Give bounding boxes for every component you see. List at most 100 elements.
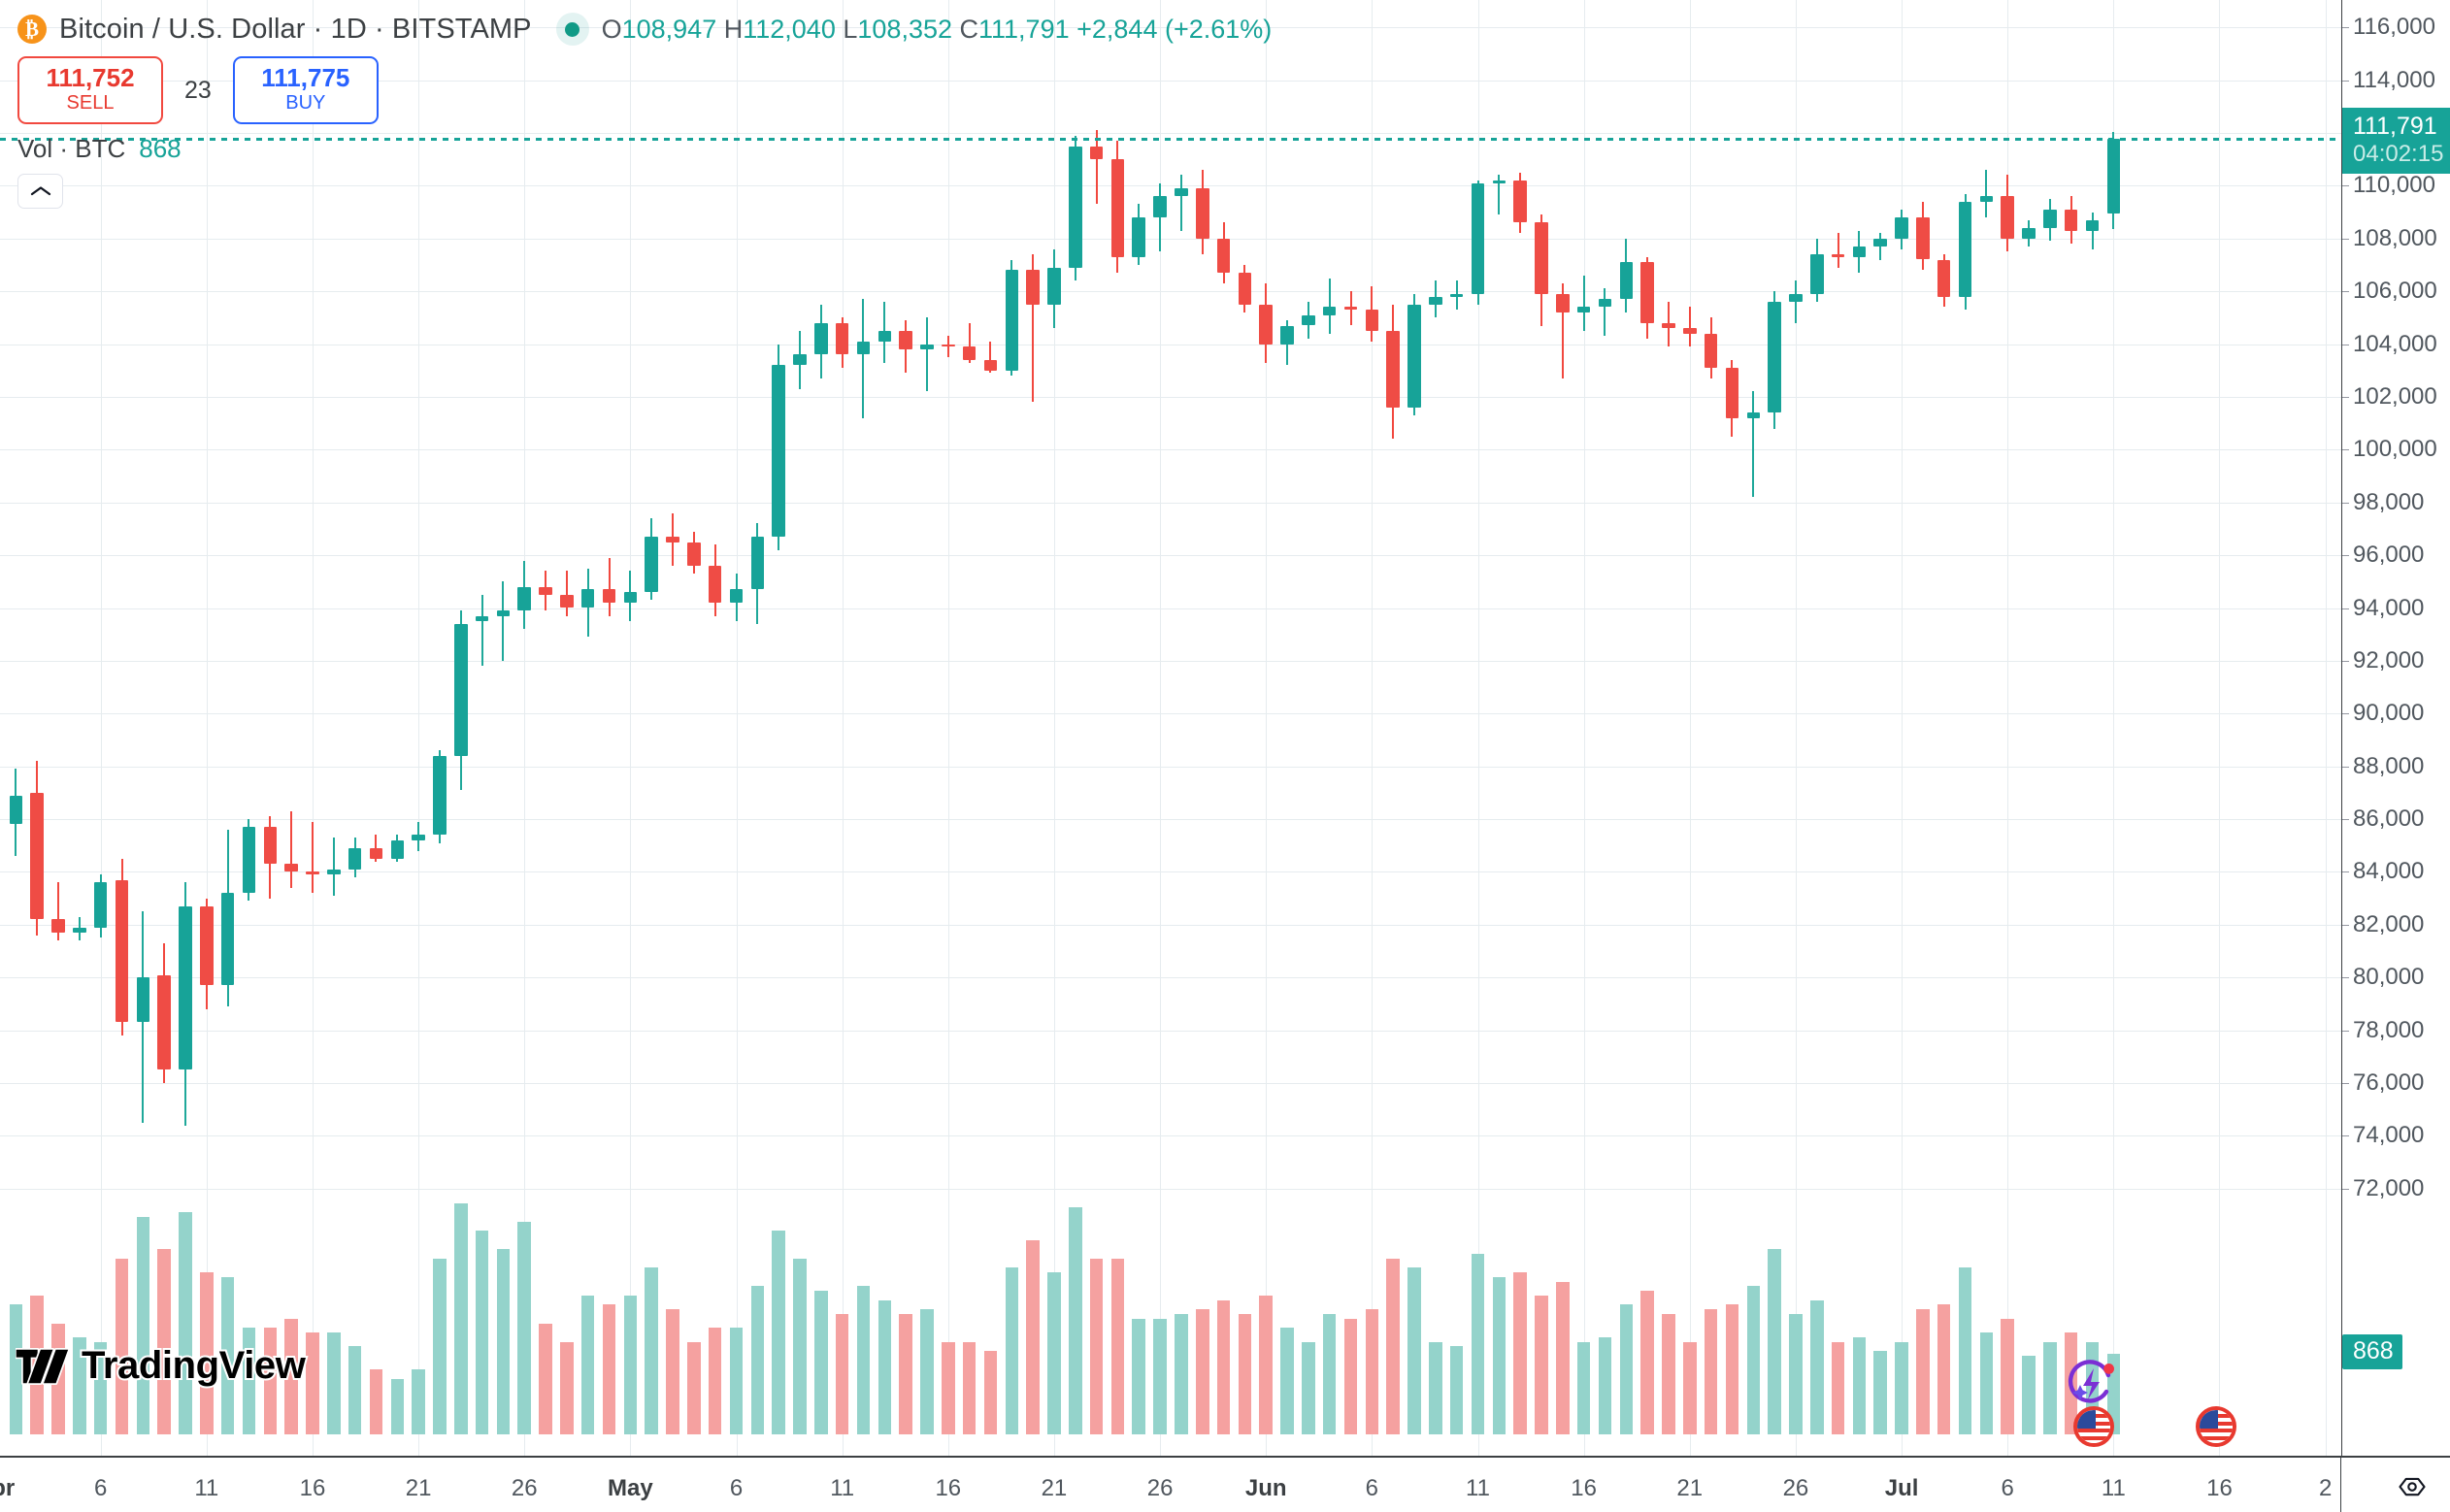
volume-bar	[1280, 1328, 1294, 1434]
volume-badge: 868	[2342, 1334, 2402, 1370]
ohlc-close-value: 111,791	[978, 14, 1070, 44]
candle	[835, 317, 849, 368]
candle	[645, 518, 658, 601]
grid-line	[0, 608, 2341, 609]
grid-line	[0, 132, 2341, 134]
candle	[369, 835, 383, 862]
candle	[1110, 141, 1125, 274]
volume-bar	[263, 1328, 278, 1434]
us-flag-event-icon[interactable]	[2073, 1406, 2114, 1447]
candle	[623, 571, 638, 622]
volume-bar	[835, 1314, 849, 1434]
candle	[30, 761, 44, 936]
volume-bar	[1259, 1295, 1273, 1434]
time-tick: 26	[511, 1475, 538, 1501]
volume-bar	[453, 1202, 468, 1434]
candle	[284, 810, 298, 888]
candle	[687, 531, 701, 575]
ohlc-close-label: C	[959, 14, 979, 44]
collapse-pane-button[interactable]	[17, 174, 63, 210]
candle	[1175, 175, 1188, 231]
candle	[1005, 259, 1019, 377]
candle	[1809, 238, 1824, 303]
grid-line	[1372, 0, 1373, 1456]
candle	[263, 816, 278, 899]
ohlc-open-label: O	[601, 14, 622, 44]
sell-button[interactable]: 111,752 SELL	[17, 56, 163, 125]
price-tick: 100,000	[2342, 436, 2437, 463]
grid-line	[207, 0, 208, 1456]
volume-bar	[369, 1369, 383, 1434]
candle	[1958, 193, 1972, 311]
volume-bar	[1916, 1309, 1930, 1434]
time-scale[interactable]: Apr 6 11 16 21 26 May 6 11 16 21 26 Jun 6 11 16 21 26 Jul 6…	[0, 1456, 2450, 1512]
volume-bar	[242, 1328, 256, 1434]
price-tick: 94,000	[2341, 594, 2425, 621]
candle	[1047, 248, 1061, 329]
candle	[942, 336, 955, 358]
symbol-header[interactable]: ₿ Bitcoin / U.S. Dollar · 1D · BITSTAMP …	[17, 10, 1272, 49]
candle	[2106, 131, 2121, 230]
volume-bar	[327, 1332, 341, 1434]
time-tick: 16	[1571, 1475, 1597, 1501]
price-scale[interactable]: 116,000114,000112,000110,000108,000106,0…	[2341, 0, 2450, 1456]
market-open-dot[interactable]	[555, 13, 589, 46]
ai-sparkle-lightning-icon[interactable]	[2066, 1359, 2116, 1409]
candle	[1386, 304, 1400, 440]
grid-line	[2326, 0, 2327, 1456]
volume-bar	[666, 1309, 679, 1434]
volume-bar	[1110, 1258, 1125, 1434]
ohlc-high-value: 112,040	[743, 14, 836, 44]
price-tick: 72,000	[2341, 1174, 2425, 1201]
grid-line	[2007, 0, 2008, 1456]
candle	[1979, 170, 1994, 217]
chart-plot-area[interactable]: TradingView	[0, 0, 2341, 1456]
candle	[327, 838, 341, 896]
candle	[2085, 212, 2100, 249]
candle	[1429, 280, 1442, 318]
ohlc-high-label: H	[723, 14, 744, 44]
volume-bar	[30, 1295, 44, 1434]
candle	[1343, 291, 1358, 326]
time-tick: Jun	[1244, 1475, 1287, 1501]
symbol-title[interactable]: Bitcoin / U.S. Dollar · 1D · BITSTAMP	[59, 13, 532, 45]
volume-legend-value: 868	[139, 134, 182, 164]
grid-line	[1796, 0, 1797, 1456]
grid-line	[524, 0, 525, 1456]
volume-bar	[179, 1212, 192, 1434]
volume-bar	[772, 1231, 785, 1434]
grid-line	[0, 185, 2341, 187]
candle	[1216, 222, 1231, 283]
volume-bar	[729, 1328, 744, 1434]
price-tick: 78,000	[2341, 1016, 2425, 1043]
volume-bar	[1471, 1254, 1485, 1434]
volume-bar	[1429, 1341, 1442, 1434]
candle	[93, 874, 108, 938]
us-flag-event-icon[interactable]	[2196, 1406, 2236, 1447]
grid-line	[0, 1083, 2341, 1085]
spread-value: 23	[184, 76, 212, 104]
volume-legend[interactable]: Vol · BTC 868	[17, 134, 1272, 164]
time-tick: 11	[2101, 1475, 2126, 1501]
grid-line	[1584, 0, 1585, 1456]
volume-bar	[1089, 1258, 1104, 1434]
candle	[433, 750, 447, 843]
volume-bar	[1153, 1318, 1167, 1434]
buy-label: BUY	[285, 92, 326, 115]
volume-bar	[1343, 1318, 1358, 1434]
volume-bar	[645, 1267, 658, 1434]
grid-line	[1690, 0, 1691, 1456]
grid-line	[313, 0, 314, 1456]
grid-line	[1266, 0, 1267, 1456]
volume-bar	[1704, 1309, 1718, 1434]
volume-bar	[1746, 1286, 1761, 1434]
last-price-badge: 111,791 04:02:15	[2342, 107, 2450, 175]
volume-bar	[1005, 1267, 1019, 1434]
candle	[899, 320, 912, 374]
chart-settings-button[interactable]	[2396, 1470, 2429, 1503]
price-tick: 80,000	[2341, 964, 2425, 991]
time-scale-divider	[2340, 1458, 2341, 1512]
price-tick: 98,000	[2341, 488, 2425, 515]
buy-button[interactable]: 111,775 BUY	[232, 56, 379, 125]
volume-bar	[51, 1323, 65, 1434]
